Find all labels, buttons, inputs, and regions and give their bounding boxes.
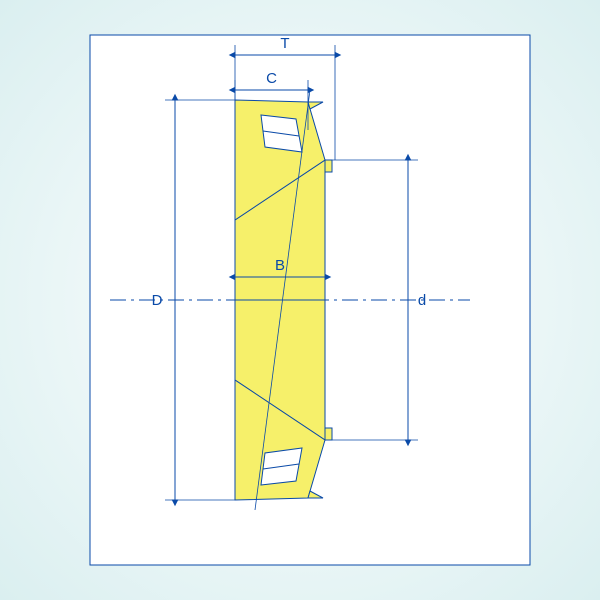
dim-B-label: B [275, 257, 285, 274]
upper-inner-step [325, 160, 332, 172]
lower-inner-step [325, 428, 332, 440]
dim-T-label: T [280, 35, 289, 52]
dim-C-label: C [266, 70, 277, 87]
dim-d-label: d [418, 292, 426, 309]
dim-D-label: D [152, 292, 163, 309]
